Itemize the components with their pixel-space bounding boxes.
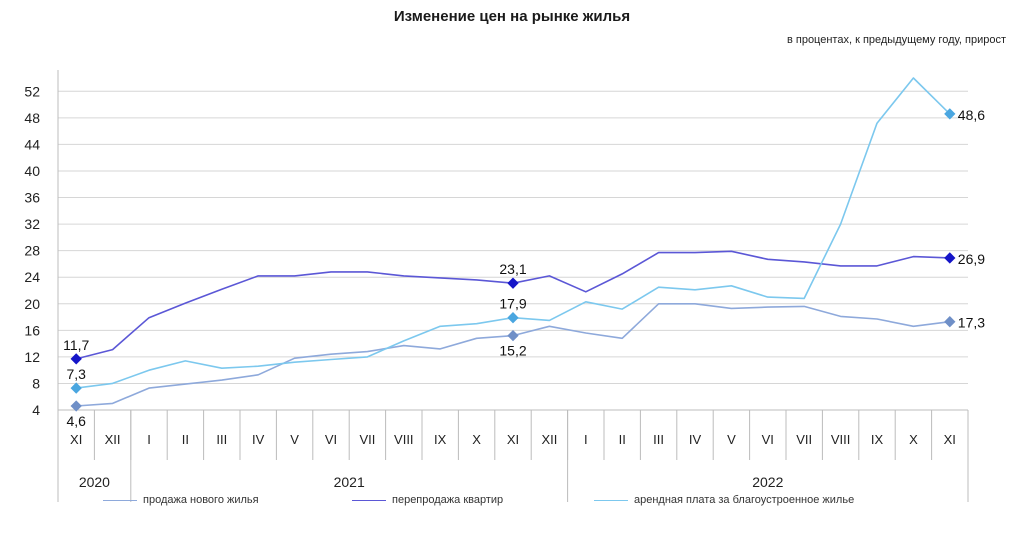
x-tick-label: XI bbox=[944, 432, 956, 447]
y-tick-label: 48 bbox=[24, 110, 40, 126]
x-tick-label: XI bbox=[507, 432, 519, 447]
data-label: 48,6 bbox=[958, 107, 985, 123]
x-tick-label: VII bbox=[796, 432, 812, 447]
data-marker bbox=[507, 329, 519, 342]
data-label: 26,9 bbox=[958, 251, 985, 267]
x-tick-label: I bbox=[584, 432, 588, 447]
chart-legend: продажа нового жилья перепродажа квартир… bbox=[0, 494, 1024, 510]
y-tick-label: 40 bbox=[24, 163, 40, 179]
x-tick-label: VI bbox=[325, 432, 337, 447]
y-tick-label: 4 bbox=[32, 402, 40, 418]
legend-item-new-housing: продажа нового жилья bbox=[103, 494, 259, 506]
y-tick-label: 28 bbox=[24, 243, 40, 259]
x-tick-label: I bbox=[147, 432, 151, 447]
y-tick-label: 20 bbox=[24, 296, 40, 312]
x-tick-label: V bbox=[290, 432, 299, 447]
x-tick-label: IX bbox=[434, 432, 447, 447]
data-label: 4,6 bbox=[66, 413, 86, 429]
data-marker bbox=[507, 312, 519, 324]
data-marker bbox=[944, 316, 956, 328]
x-tick-label: IX bbox=[871, 432, 884, 447]
y-tick-label: 16 bbox=[24, 322, 40, 338]
data-marker bbox=[944, 252, 956, 264]
x-tick-label: VI bbox=[762, 432, 774, 447]
x-tick-label: XII bbox=[541, 432, 557, 447]
year-label: 2021 bbox=[334, 474, 365, 490]
legend-swatch bbox=[594, 499, 628, 501]
legend-swatch bbox=[103, 499, 137, 501]
x-tick-label: II bbox=[182, 432, 189, 447]
legend-label: перепродажа квартир bbox=[392, 494, 504, 506]
data-label: 17,9 bbox=[499, 296, 526, 312]
series-line-3 bbox=[76, 77, 951, 389]
data-label: 15,2 bbox=[499, 343, 526, 359]
chart-title: Изменение цен на рынке жилья bbox=[393, 8, 631, 25]
x-tick-label: VII bbox=[359, 432, 375, 447]
data-label: 11,7 bbox=[63, 337, 89, 353]
x-tick-label: XI bbox=[70, 432, 82, 447]
x-tick-label: VIII bbox=[394, 432, 414, 447]
x-tick-label: X bbox=[909, 432, 918, 447]
x-tick-label: VIII bbox=[831, 432, 851, 447]
y-tick-label: 8 bbox=[32, 375, 40, 391]
y-tick-label: 44 bbox=[24, 136, 40, 152]
x-tick-label: XII bbox=[105, 432, 121, 447]
legend-label: арендная плата за благоустроенное жилье bbox=[634, 494, 855, 506]
data-label: 7,3 bbox=[66, 366, 86, 382]
data-label: 17,3 bbox=[958, 315, 985, 331]
year-label: 2022 bbox=[752, 474, 783, 490]
chart-subtitle: в процентах, к предыдущему году, прирост bbox=[786, 34, 1006, 46]
x-tick-label: X bbox=[472, 432, 481, 447]
x-tick-label: III bbox=[216, 432, 227, 447]
x-tick-label: V bbox=[727, 432, 736, 447]
legend-item-resale: перепродажа квартир bbox=[352, 494, 503, 506]
x-tick-label: IV bbox=[689, 432, 702, 447]
y-tick-label: 32 bbox=[24, 216, 40, 232]
x-tick-label: III bbox=[653, 432, 664, 447]
data-marker bbox=[70, 382, 82, 394]
data-marker bbox=[507, 277, 519, 289]
data-marker bbox=[70, 353, 82, 365]
y-tick-label: 12 bbox=[24, 349, 40, 365]
legend-label: продажа нового жилья bbox=[143, 494, 259, 506]
legend-item-rent: арендная плата за благоустроенное жилье bbox=[594, 494, 854, 506]
year-label: 2020 bbox=[79, 474, 110, 490]
x-tick-label: II bbox=[619, 432, 626, 447]
y-tick-label: 36 bbox=[24, 190, 40, 206]
data-label: 23,1 bbox=[499, 261, 526, 277]
y-tick-label: 52 bbox=[24, 83, 40, 99]
y-tick-label: 24 bbox=[24, 269, 40, 285]
legend-swatch bbox=[352, 499, 386, 501]
x-tick-label: IV bbox=[252, 432, 265, 447]
